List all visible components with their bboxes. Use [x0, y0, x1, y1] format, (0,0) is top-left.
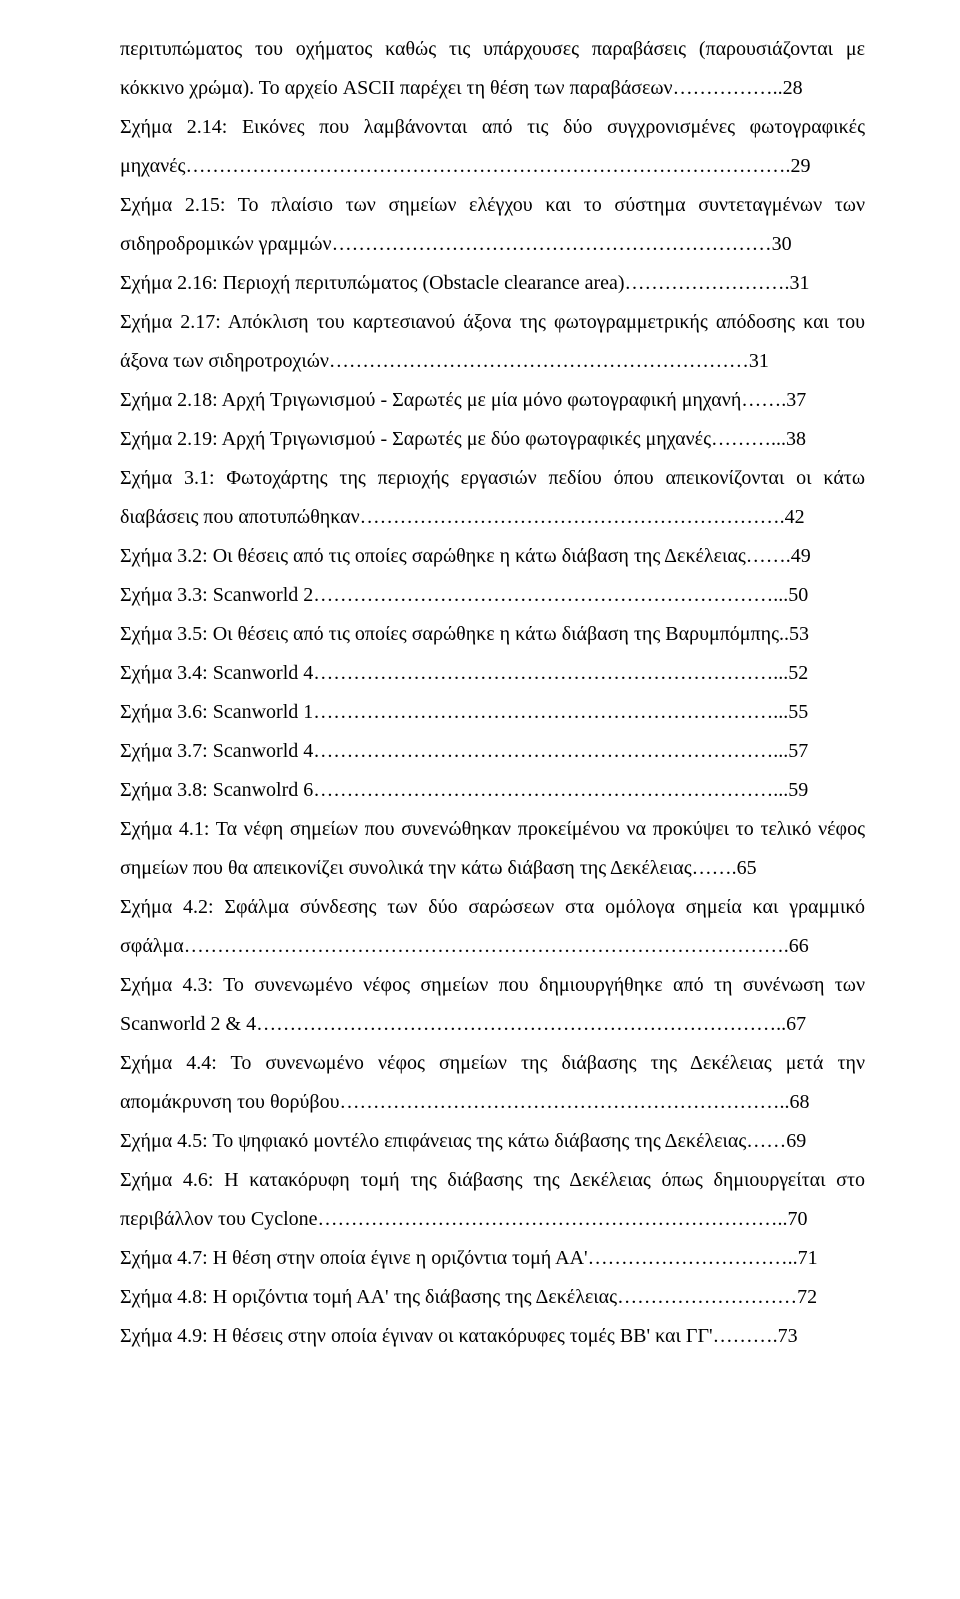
figure-entry: Σχήμα 2.18: Αρχή Τριγωνισμού - Σαρωτές μ… — [120, 381, 865, 420]
figure-list: περιτυπώματος του οχήματος καθώς τις υπά… — [120, 30, 865, 1356]
figure-entry: Σχήμα 4.3: Το συνενωμένο νέφος σημείων π… — [120, 966, 865, 1044]
figure-entry: περιτυπώματος του οχήματος καθώς τις υπά… — [120, 30, 865, 108]
figure-entry: Σχήμα 4.6: Η κατακόρυφη τομή της διάβαση… — [120, 1161, 865, 1239]
figure-entry: Σχήμα 4.9: Η θέσεις στην οποία έγιναν οι… — [120, 1317, 865, 1356]
figure-entry: Σχήμα 2.15: Το πλαίσιο των σημείων ελέγχ… — [120, 186, 865, 264]
figure-entry: Σχήμα 4.1: Τα νέφη σημείων που συνενώθηκ… — [120, 810, 865, 888]
figure-entry: Σχήμα 3.2: Οι θέσεις από τις οποίες σαρώ… — [120, 537, 865, 576]
figure-entry: Σχήμα 3.5: Οι θέσεις από τις οποίες σαρώ… — [120, 615, 865, 654]
figure-entry: Σχήμα 4.7: Η θέση στην οποία έγινε η ορι… — [120, 1239, 865, 1278]
figure-entry: Σχήμα 4.5: Το ψηφιακό μοντέλο επιφάνειας… — [120, 1122, 865, 1161]
figure-entry: Σχήμα 3.3: Scanworld 2………………………………………………… — [120, 576, 865, 615]
figure-entry: Σχήμα 2.17: Απόκλιση του καρτεσιανού άξο… — [120, 303, 865, 381]
figure-entry: Σχήμα 3.6: Scanworld 1………………………………………………… — [120, 693, 865, 732]
figure-entry: Σχήμα 3.8: Scanwolrd 6………………………………………………… — [120, 771, 865, 810]
figure-entry: Σχήμα 2.16: Περιοχή περιτυπώματος (Obsta… — [120, 264, 865, 303]
figure-entry: Σχήμα 2.14: Εικόνες που λαμβάνονται από … — [120, 108, 865, 186]
figure-entry: Σχήμα 2.19: Αρχή Τριγωνισμού - Σαρωτές μ… — [120, 420, 865, 459]
figure-entry: Σχήμα 3.7: Scanworld 4………………………………………………… — [120, 732, 865, 771]
figure-entry: Σχήμα 3.1: Φωτοχάρτης της περιοχής εργασ… — [120, 459, 865, 537]
figure-entry: Σχήμα 3.4: Scanworld 4………………………………………………… — [120, 654, 865, 693]
figure-entry: Σχήμα 4.2: Σφάλμα σύνδεσης των δύο σαρώσ… — [120, 888, 865, 966]
figure-entry: Σχήμα 4.4: Το συνενωμένο νέφος σημείων τ… — [120, 1044, 865, 1122]
figure-entry: Σχήμα 4.8: Η οριζόντια τομή ΑΑ' της διάβ… — [120, 1278, 865, 1317]
